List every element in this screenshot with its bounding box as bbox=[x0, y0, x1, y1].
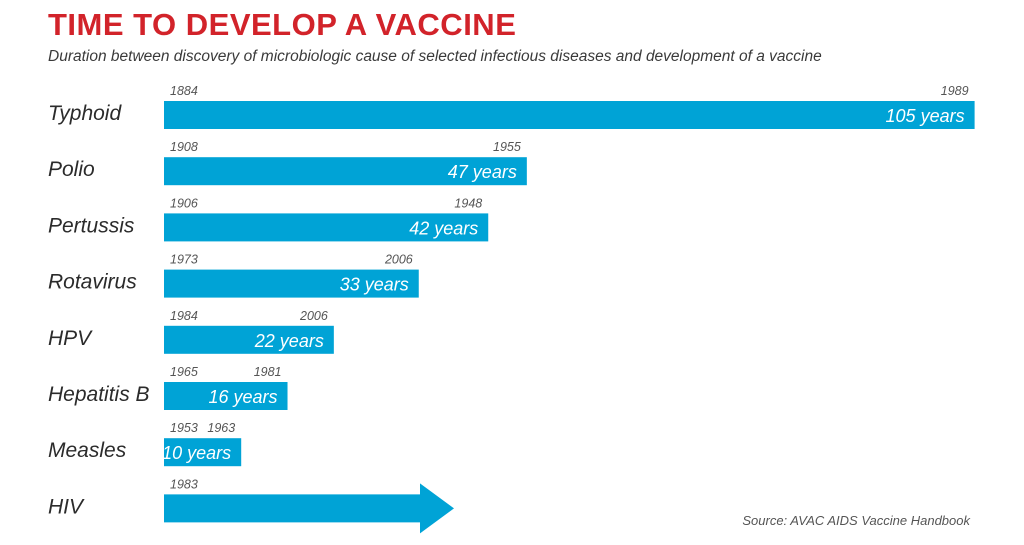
duration-label-measles: 10 years bbox=[162, 443, 231, 463]
bar-rotavirus bbox=[164, 269, 419, 298]
start-year-rotavirus: 1973 bbox=[170, 253, 198, 267]
start-year-measles: 1953 bbox=[170, 421, 198, 435]
category-label-hepatitis-b: Hepatitis B bbox=[48, 383, 150, 406]
source-note: Source: AVAC AIDS Vaccine Handbook bbox=[742, 513, 970, 528]
chart-subtitle: Duration between discovery of microbiolo… bbox=[48, 48, 822, 65]
duration-label-rotavirus: 33 years bbox=[340, 275, 409, 295]
category-label-typhoid: Typhoid bbox=[48, 102, 122, 125]
category-label-hiv: HIV bbox=[48, 495, 85, 518]
end-year-pertussis: 1948 bbox=[454, 196, 482, 210]
bar-polio bbox=[164, 157, 527, 186]
start-year-pertussis: 1906 bbox=[170, 196, 198, 210]
duration-label-polio: 47 years bbox=[448, 162, 517, 182]
duration-label-typhoid: 105 years bbox=[886, 106, 965, 126]
end-year-rotavirus: 2006 bbox=[384, 253, 413, 267]
duration-label-hepatitis-b: 16 years bbox=[208, 387, 277, 407]
bar-arrow-hiv bbox=[164, 483, 454, 534]
category-label-rotavirus: Rotavirus bbox=[48, 271, 137, 294]
chart-title: TIME TO DEVELOP A VACCINE bbox=[48, 7, 517, 42]
start-year-polio: 1908 bbox=[170, 140, 198, 154]
category-label-pertussis: Pertussis bbox=[48, 214, 135, 237]
bars-layer: Typhoid 1884 1989 105 years Polio 1908 1955 47 … bbox=[48, 84, 975, 534]
category-label-hpv: HPV bbox=[48, 327, 93, 350]
bar-hepatitis-b bbox=[164, 382, 288, 410]
start-year-hpv: 1984 bbox=[170, 309, 198, 323]
bar-typhoid bbox=[164, 101, 975, 129]
end-year-hpv: 2006 bbox=[299, 309, 328, 323]
category-label-measles: Measles bbox=[48, 439, 127, 462]
start-year-hepatitis-b: 1965 bbox=[170, 365, 198, 379]
duration-label-hpv: 22 years bbox=[254, 331, 324, 351]
end-year-hepatitis-b: 1981 bbox=[254, 365, 282, 379]
duration-label-pertussis: 42 years bbox=[409, 218, 478, 238]
end-year-polio: 1955 bbox=[493, 140, 521, 154]
start-year-hiv: 1983 bbox=[170, 477, 198, 491]
bar-pertussis bbox=[164, 213, 489, 242]
start-year-typhoid: 1884 bbox=[170, 84, 198, 98]
bar-hpv bbox=[164, 325, 334, 354]
category-label-polio: Polio bbox=[48, 158, 95, 181]
end-year-measles: 1963 bbox=[207, 421, 235, 435]
bar-measles bbox=[164, 438, 242, 467]
end-year-typhoid: 1989 bbox=[941, 84, 969, 98]
